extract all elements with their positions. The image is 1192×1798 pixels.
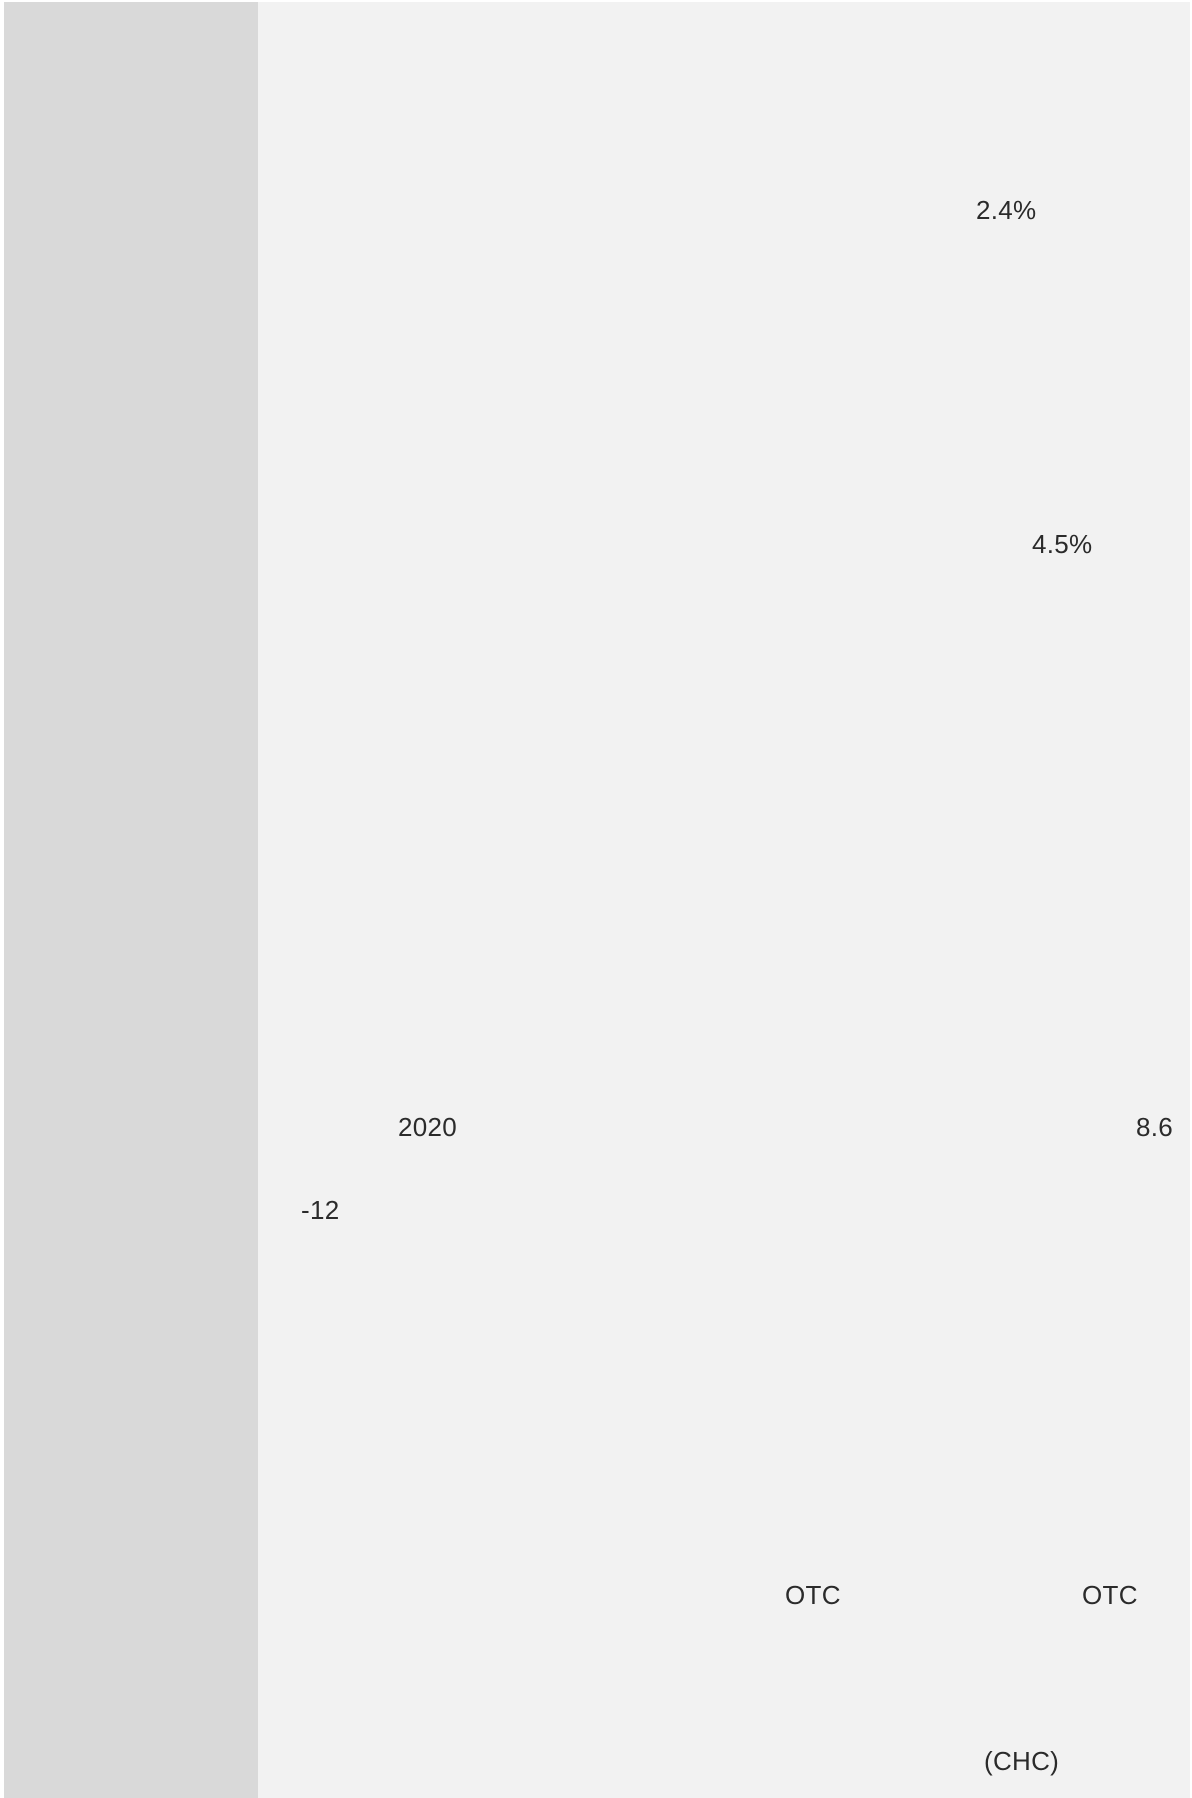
percentage-2-4: 2.4% [976,195,1037,225]
value-negative-12: -12 [301,1195,340,1225]
otc-label-left: OTC [785,1580,841,1610]
chc-label: (CHC) [984,1746,1060,1776]
year-2020: 2020 [398,1112,458,1142]
percentage-4-5: 4.5% [1032,529,1093,559]
main-content-area: 2.4% 4.5% 2020 8.6 -12 OTC OTC (CHC) [258,2,1190,1798]
value-8-6: 8.6 [1136,1112,1174,1142]
otc-label-right: OTC [1082,1580,1138,1610]
left-sidebar-panel [4,2,258,1798]
